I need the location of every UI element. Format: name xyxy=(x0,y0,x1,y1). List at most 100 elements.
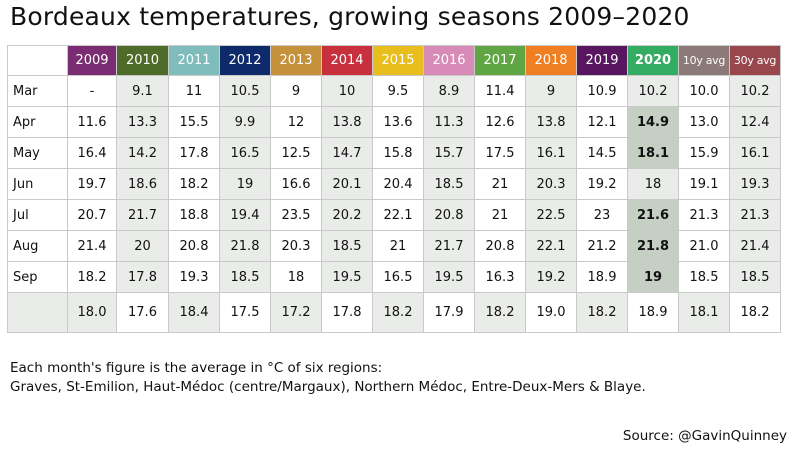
table-cell: 15.7 xyxy=(423,137,475,169)
table-cell: 19.5 xyxy=(423,261,475,293)
table-cell: 16.1 xyxy=(525,137,577,169)
table-cell: 11 xyxy=(168,75,220,107)
table-cell: 21 xyxy=(372,230,424,262)
table-cell: 21.7 xyxy=(116,199,169,231)
table-cell: 19.2 xyxy=(525,261,577,293)
table-cell: 17.6 xyxy=(116,292,169,333)
table-cell: 20.2 xyxy=(321,199,373,231)
table-cell: 21.6 xyxy=(627,199,679,231)
column-header-2016: 2016 xyxy=(423,45,475,76)
table-cell: 21.7 xyxy=(423,230,475,262)
table-cell: 20.8 xyxy=(168,230,220,262)
chart-title: Bordeaux temperatures, growing seasons 2… xyxy=(10,2,690,31)
table-cell: 20.3 xyxy=(270,230,322,262)
month-label: May xyxy=(7,137,68,169)
table-cell: 13.0 xyxy=(678,106,730,138)
table-cell: 20 xyxy=(116,230,169,262)
table-cell: 19.0 xyxy=(525,292,577,333)
table-cell: 23 xyxy=(576,199,628,231)
table-cell: 15.5 xyxy=(168,106,220,138)
table-cell: 21.8 xyxy=(627,230,679,262)
table-cell: 15.9 xyxy=(678,137,730,169)
table-cell: 20.4 xyxy=(372,168,424,200)
table-cell: 19.7 xyxy=(67,168,117,200)
table-cell: 16.6 xyxy=(270,168,322,200)
table-cell: 17.8 xyxy=(116,261,169,293)
table-cell: 18.8 xyxy=(168,199,220,231)
table-cell: 18.1 xyxy=(627,137,679,169)
table-cell: 11.6 xyxy=(67,106,117,138)
table-cell: 18.2 xyxy=(729,292,781,333)
month-row-jul: Jul 20.7 21.7 18.8 19.4 23.5 20.2 22.1 20.8 21 22.… xyxy=(7,199,781,231)
table-cell: 18.1 xyxy=(678,292,730,333)
table-cell: 18.2 xyxy=(168,168,220,200)
table-cell: 16.4 xyxy=(67,137,117,169)
month-label: Jun xyxy=(7,168,68,200)
header-corner-cell xyxy=(7,45,68,76)
table-cell: 14.7 xyxy=(321,137,373,169)
table-cell: 12.4 xyxy=(729,106,781,138)
table-cell: 21.4 xyxy=(67,230,117,262)
table-cell: 12.1 xyxy=(576,106,628,138)
table-cell: 13.6 xyxy=(372,106,424,138)
column-header-2018: 2018 xyxy=(525,45,577,76)
table-cell: 18.5 xyxy=(321,230,373,262)
table-cell: 19.5 xyxy=(321,261,373,293)
month-label: Jul xyxy=(7,199,68,231)
table-cell: 21.3 xyxy=(729,199,781,231)
month-label: Aug xyxy=(7,230,68,262)
table-cell: 18.2 xyxy=(372,292,424,333)
table-cell: 10.2 xyxy=(627,75,679,107)
month-row-jun: Jun 19.7 18.6 18.2 19 16.6 20.1 20.4 18.5 21 20.3 1… xyxy=(7,168,781,200)
month-row-apr: Apr 11.6 13.3 15.5 9.9 12 13.8 13.6 11.3 12.6 13.8… xyxy=(7,106,781,138)
table-cell: 13.8 xyxy=(525,106,577,138)
table-cell: 19.1 xyxy=(678,168,730,200)
table-cell: 20.8 xyxy=(423,199,475,231)
table-cell: 19 xyxy=(627,261,679,293)
table-cell: 17.8 xyxy=(168,137,220,169)
table-cell: 21.8 xyxy=(219,230,271,262)
table-cell: 9 xyxy=(270,75,322,107)
table-cell: 18.6 xyxy=(116,168,169,200)
table-cell: 20.8 xyxy=(474,230,526,262)
note-line-2: Graves, St-Emilion, Haut-Médoc (centre/M… xyxy=(10,379,646,395)
table-cell: 12 xyxy=(270,106,322,138)
table-cell: 21.3 xyxy=(678,199,730,231)
table-cell: 19.4 xyxy=(219,199,271,231)
table-cell: 11.4 xyxy=(474,75,526,107)
table-cell: 18.9 xyxy=(627,292,679,333)
table-cell: 18.2 xyxy=(67,261,117,293)
table-cell: 10 xyxy=(321,75,373,107)
table-cell: 17.9 xyxy=(423,292,475,333)
table-cell: 20.7 xyxy=(67,199,117,231)
table-cell: 16.5 xyxy=(219,137,271,169)
table-cell: 9.9 xyxy=(219,106,271,138)
table-cell: 20.3 xyxy=(525,168,577,200)
table-cell: 18.2 xyxy=(474,292,526,333)
table-cell: 17.2 xyxy=(270,292,322,333)
table-cell: 14.9 xyxy=(627,106,679,138)
table-cell: 13.3 xyxy=(116,106,169,138)
table-cell: 16.5 xyxy=(372,261,424,293)
table-cell: 21 xyxy=(474,199,526,231)
table-cell: 22.1 xyxy=(525,230,577,262)
table-cell: - xyxy=(67,75,117,107)
table-cell: 17.5 xyxy=(474,137,526,169)
table-cell: 18.4 xyxy=(168,292,220,333)
table-cell: 19.3 xyxy=(168,261,220,293)
column-header-2013: 2013 xyxy=(270,45,322,76)
column-header-2017: 2017 xyxy=(474,45,526,76)
table-cell: 18.0 xyxy=(67,292,117,333)
table-cell: 18 xyxy=(627,168,679,200)
temperature-table: 2009 2010 2011 2012 2013 2014 2015 2016 2017 2018… xyxy=(7,45,781,333)
column-header-2014: 2014 xyxy=(321,45,373,76)
table-cell: 21.0 xyxy=(678,230,730,262)
table-cell: 18.5 xyxy=(219,261,271,293)
table-cell: 8.9 xyxy=(423,75,475,107)
table-cell: 17.5 xyxy=(219,292,271,333)
month-label: Sep xyxy=(7,261,68,293)
column-header-2020: 2020 xyxy=(627,45,679,76)
column-header-2009: 2009 xyxy=(67,45,117,76)
table-cell: 10.5 xyxy=(219,75,271,107)
column-header-2019: 2019 xyxy=(576,45,628,76)
